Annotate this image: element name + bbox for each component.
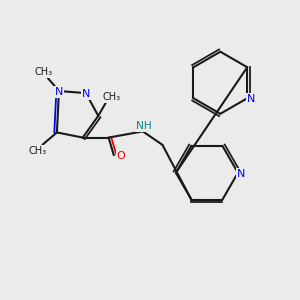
- Text: N: N: [82, 89, 90, 99]
- Text: N: N: [55, 87, 63, 97]
- Text: N: N: [237, 169, 245, 179]
- Text: CH₃: CH₃: [34, 68, 52, 77]
- Text: N: N: [247, 94, 256, 104]
- Text: CH₃: CH₃: [103, 92, 121, 102]
- Text: O: O: [117, 151, 125, 161]
- Text: NH: NH: [136, 121, 152, 131]
- Text: CH₃: CH₃: [28, 146, 46, 156]
